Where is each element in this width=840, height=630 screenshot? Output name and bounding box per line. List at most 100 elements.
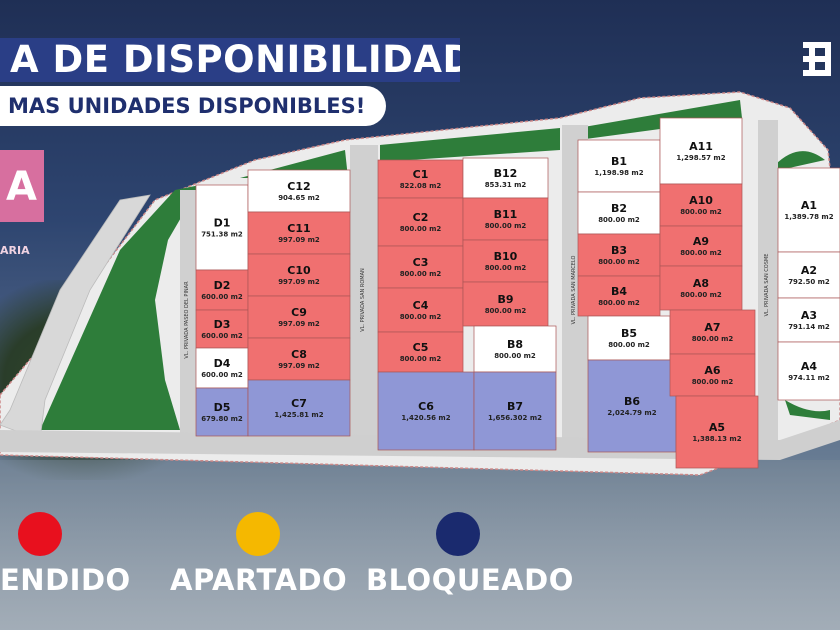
lot-shape[interactable] <box>247 169 351 213</box>
lot-shape[interactable] <box>377 159 464 199</box>
lot-shape[interactable] <box>777 167 840 253</box>
lot-b6[interactable]: B62,024.79 m2 <box>587 359 677 453</box>
lot-c7[interactable]: C71,425.81 m2 <box>247 379 351 437</box>
lot-shape[interactable] <box>587 359 677 453</box>
lot-shape[interactable] <box>377 331 464 373</box>
lot-id: D4 <box>214 357 231 370</box>
lot-shape[interactable] <box>777 251 840 299</box>
lot-shape[interactable] <box>473 325 557 373</box>
lot-id: A9 <box>693 235 709 248</box>
lot-shape[interactable] <box>777 341 840 401</box>
lot-shape[interactable] <box>777 297 840 343</box>
lot-shape[interactable] <box>577 139 661 193</box>
lot-area: 1,656.302 m2 <box>488 414 542 422</box>
lot-b7[interactable]: B71,656.302 m2 <box>473 371 557 451</box>
street-label: VL. PRIVADA SAN ROMAN <box>360 268 366 332</box>
lot-shape[interactable] <box>195 309 249 349</box>
lot-shape[interactable] <box>659 225 743 267</box>
lot-id: B10 <box>494 250 518 263</box>
lot-id: B4 <box>611 285 627 298</box>
lot-area: 791.14 m2 <box>788 323 830 331</box>
lot-b1[interactable]: B11,198.98 m2 <box>577 139 661 193</box>
lot-id: C11 <box>287 222 310 235</box>
lot-shape[interactable] <box>247 253 351 297</box>
lot-shape[interactable] <box>577 191 661 235</box>
lot-area: 800.00 m2 <box>400 313 442 321</box>
lot-shape[interactable] <box>659 265 743 311</box>
lot-area: 751.38 m2 <box>201 231 243 239</box>
lot-id: C4 <box>413 299 429 312</box>
lot-a5[interactable]: A51,388.13 m2 <box>675 395 759 469</box>
lot-id: D2 <box>214 279 231 292</box>
lot-area: 974.11 m2 <box>788 374 830 382</box>
lot-shape[interactable] <box>377 197 464 247</box>
lot-id: A11 <box>689 140 713 153</box>
lot-id: C9 <box>291 306 307 319</box>
lot-id: C3 <box>413 256 429 269</box>
lot-shape[interactable] <box>473 371 557 451</box>
lot-shape[interactable] <box>577 233 661 277</box>
green-area-east2 <box>785 400 830 420</box>
street-san-cosme <box>758 120 778 450</box>
lot-shape[interactable] <box>462 239 549 283</box>
lot-id: B5 <box>621 327 637 340</box>
lot-a1[interactable]: A11,389.78 m2 <box>777 167 840 253</box>
lot-area: 800.00 m2 <box>485 222 527 230</box>
lot-shape[interactable] <box>377 371 475 451</box>
lot-id: B9 <box>497 293 513 306</box>
lot-shape[interactable] <box>247 211 351 255</box>
lot-shape[interactable] <box>247 295 351 339</box>
brand-logo-left: A <box>0 150 44 222</box>
lot-id: B3 <box>611 244 627 257</box>
lot-shape[interactable] <box>669 309 756 355</box>
lot-shape[interactable] <box>675 395 759 469</box>
lot-c6[interactable]: C61,420.56 m2 <box>377 371 475 451</box>
lot-area: 904.65 m2 <box>278 194 320 202</box>
lot-shape[interactable] <box>377 287 464 333</box>
lot-id: C5 <box>413 341 429 354</box>
lot-shape[interactable] <box>462 281 549 327</box>
lot-shape[interactable] <box>659 117 743 185</box>
lot-shape[interactable] <box>587 315 671 361</box>
lot-shape[interactable] <box>669 353 756 397</box>
lot-shape[interactable] <box>462 157 549 199</box>
lot-shape[interactable] <box>377 245 464 289</box>
lot-shape[interactable] <box>195 184 249 271</box>
lot-area: 800.00 m2 <box>692 378 734 386</box>
lot-shape[interactable] <box>247 379 351 437</box>
lot-id: B8 <box>507 338 523 351</box>
